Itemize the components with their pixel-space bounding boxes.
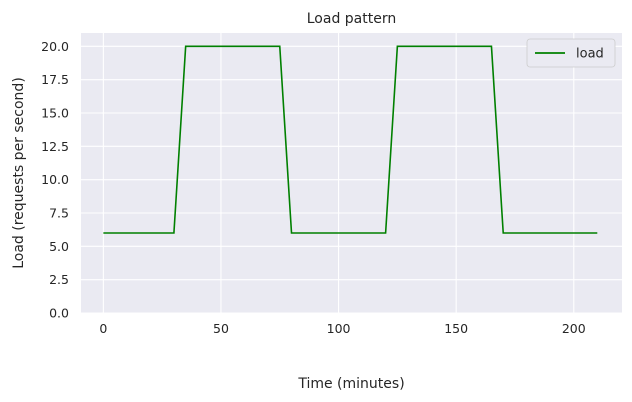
x-axis-ticks: 0 50 100 150 200: [99, 321, 585, 336]
x-tick-label: 0: [99, 321, 107, 336]
y-tick-label: 20.0: [41, 39, 69, 54]
y-tick-label: 12.5: [41, 139, 69, 154]
y-tick-label: 2.5: [49, 272, 69, 287]
x-tick-label: 50: [213, 321, 229, 336]
legend-box: [526, 38, 616, 68]
x-tick-label: 200: [562, 321, 586, 336]
x-tick-label: 100: [327, 321, 351, 336]
y-tick-label: 10.0: [41, 172, 69, 187]
x-axis-label: Time (minutes): [297, 376, 404, 392]
legend: load: [526, 38, 616, 68]
legend-label: load: [576, 47, 604, 62]
plot-area: [81, 33, 622, 313]
chart-title: Load pattern: [307, 11, 396, 27]
y-tick-label: 0.0: [49, 306, 69, 321]
x-tick-label: 150: [444, 321, 468, 336]
series-line-load: [103, 45, 598, 234]
y-axis-label: Load (requests per second): [11, 77, 27, 269]
y-tick-label: 17.5: [41, 72, 69, 87]
y-tick-label: 5.0: [49, 239, 69, 254]
series-layer: [103, 45, 598, 234]
y-tick-label: 15.0: [41, 106, 69, 121]
y-axis-ticks: 0.0 2.5 5.0 7.5 10.0 12.5 15.0 17.5 20.0: [41, 39, 69, 321]
y-tick-label: 7.5: [49, 206, 69, 221]
